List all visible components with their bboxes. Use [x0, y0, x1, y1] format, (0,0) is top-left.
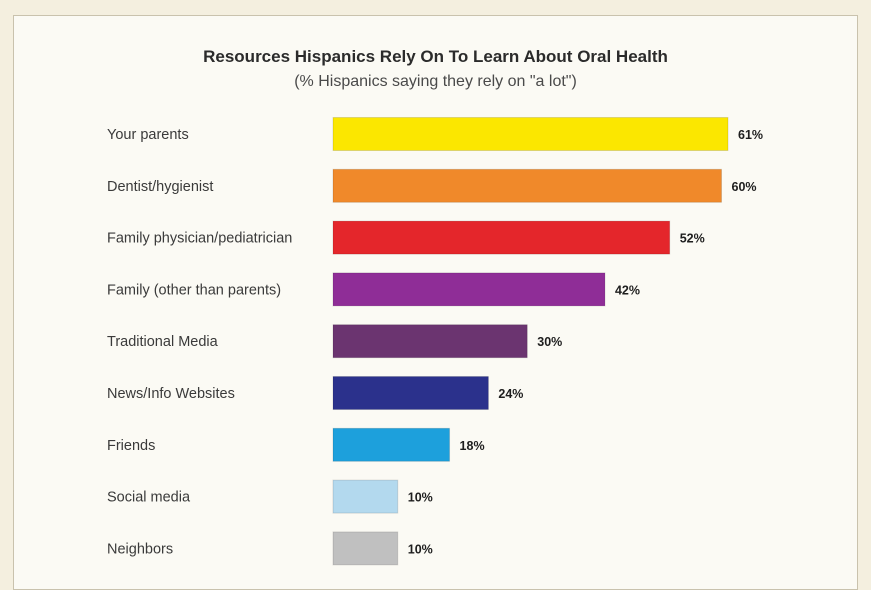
category-label: Traditional Media — [107, 334, 219, 350]
bar — [332, 168, 723, 203]
category-label: Neighbors — [107, 541, 173, 557]
bar — [332, 324, 528, 359]
value-label: 42% — [615, 283, 640, 297]
chart-title: Resources Hispanics Rely On To Learn Abo… — [203, 47, 668, 66]
value-label: 10% — [408, 491, 433, 505]
value-label: 18% — [460, 439, 485, 453]
category-label: Family (other than parents) — [107, 282, 281, 298]
bar — [332, 427, 451, 462]
bar — [332, 376, 489, 410]
category-label: Your parents — [107, 127, 189, 143]
bar — [332, 220, 671, 255]
category-label: Friends — [107, 438, 155, 454]
value-label: 61% — [738, 128, 763, 142]
bar — [332, 479, 399, 514]
value-label: 52% — [680, 232, 705, 246]
chart-subtitle: (% Hispanics saying they rely on "a lot"… — [294, 73, 577, 90]
category-label: News/Info Websites — [107, 386, 235, 402]
category-label: Family physician/pediatrician — [107, 231, 292, 247]
value-label: 24% — [498, 387, 523, 401]
bar — [332, 531, 399, 566]
value-label: 10% — [408, 542, 433, 556]
bar — [332, 272, 606, 307]
value-label: 60% — [732, 180, 757, 194]
category-label: Social media — [107, 490, 191, 506]
bar — [332, 117, 729, 151]
value-label: 30% — [537, 335, 562, 349]
category-label: Dentist/hygienist — [107, 179, 213, 195]
